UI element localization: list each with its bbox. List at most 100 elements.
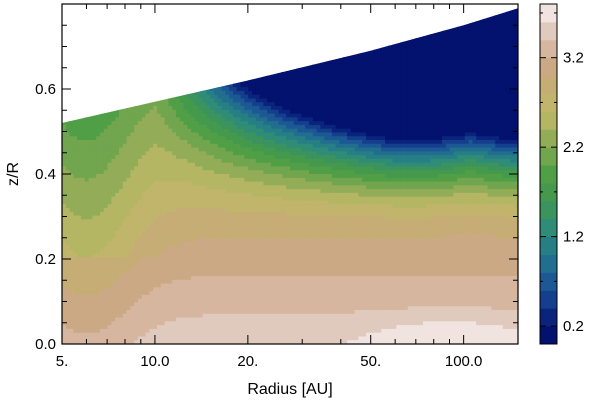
contour-cell xyxy=(160,302,166,307)
contour-cell xyxy=(233,245,238,251)
contour-cell xyxy=(103,264,109,270)
contour-cell xyxy=(214,11,219,16)
contour-cell xyxy=(187,328,192,334)
contour-cell xyxy=(81,68,86,73)
contour-cell xyxy=(236,155,242,160)
contour-cell xyxy=(130,238,135,243)
contour-cell xyxy=(244,242,249,247)
contour-cell xyxy=(81,117,86,122)
contour-cell xyxy=(267,196,272,202)
contour-cell xyxy=(62,238,67,243)
contour-cell xyxy=(210,83,215,88)
contour-cell xyxy=(160,136,166,141)
contour-cell xyxy=(255,238,261,243)
contour-cell xyxy=(103,117,109,122)
contour-cell xyxy=(233,94,238,100)
contour-cell xyxy=(240,257,245,262)
contour-cell xyxy=(92,223,97,228)
contour-cell xyxy=(160,200,166,205)
contour-cell xyxy=(62,72,67,77)
contour-cell xyxy=(255,196,261,202)
contour-cell xyxy=(229,19,234,24)
contour-cell xyxy=(183,117,188,122)
contour-cell xyxy=(267,162,272,168)
contour-cell xyxy=(134,60,139,66)
contour-cell xyxy=(271,87,276,92)
contour-cell xyxy=(153,257,158,262)
contour-cell xyxy=(176,60,181,66)
contour-cell xyxy=(62,38,67,43)
contour-cell xyxy=(130,279,135,285)
contour-cell xyxy=(119,174,124,179)
contour-cell xyxy=(240,174,245,179)
contour-cell xyxy=(69,102,74,107)
contour-cell xyxy=(107,185,112,190)
contour-cell xyxy=(96,22,101,28)
contour-cell xyxy=(157,279,162,285)
contour-cell xyxy=(92,204,97,209)
contour-cell xyxy=(157,238,162,243)
contour-cell xyxy=(138,332,143,338)
contour-cell xyxy=(115,170,120,175)
contour-cell xyxy=(202,64,207,69)
contour-cell xyxy=(176,8,181,9)
contour-cell xyxy=(252,53,257,58)
contour-cell xyxy=(240,15,245,20)
contour-cell xyxy=(233,257,238,262)
contour-cell xyxy=(259,109,264,115)
contour-cell xyxy=(134,102,139,107)
contour-cell xyxy=(263,64,268,69)
contour-cell xyxy=(259,260,264,266)
contour-cell xyxy=(126,79,131,84)
contour-cell xyxy=(252,166,257,171)
contour-cell xyxy=(92,276,97,281)
contour-cell xyxy=(73,223,78,228)
contour-cell xyxy=(183,90,188,96)
contour-cell xyxy=(183,8,188,13)
contour-cell xyxy=(62,189,67,194)
contour-cell xyxy=(206,64,211,69)
contour-cell xyxy=(259,264,264,270)
contour-cell xyxy=(244,83,249,88)
contour-cell xyxy=(77,109,82,115)
contour-cell xyxy=(225,189,230,194)
contour-cell xyxy=(172,287,177,292)
contour-cell xyxy=(100,136,105,141)
contour-cell xyxy=(229,340,234,344)
contour-cell xyxy=(138,106,143,111)
contour-cell xyxy=(111,56,116,62)
contour-cell xyxy=(122,155,128,160)
contour-cell xyxy=(92,22,97,28)
plot-area xyxy=(62,8,518,344)
contour-cell xyxy=(225,53,230,58)
contour-cell xyxy=(195,313,200,319)
contour-cell xyxy=(168,234,173,239)
contour-cell xyxy=(179,83,185,88)
contour-cell xyxy=(149,117,154,122)
contour-cell xyxy=(103,260,109,266)
contour-cell xyxy=(157,181,162,186)
contour-cell xyxy=(267,94,272,100)
contour-cell xyxy=(202,34,207,39)
contour-cell xyxy=(233,83,238,88)
contour-cell xyxy=(176,94,181,100)
contour-cell xyxy=(176,8,181,13)
contour-cell xyxy=(233,117,238,122)
contour-cell xyxy=(255,102,261,107)
contour-cell xyxy=(126,136,131,141)
contour-cell xyxy=(88,26,93,32)
contour-cell xyxy=(236,162,242,168)
contour-cell xyxy=(202,321,207,326)
contour-cell xyxy=(221,11,226,16)
contour-cell xyxy=(191,147,196,152)
contour-cell xyxy=(179,109,185,115)
contour-cell xyxy=(198,181,204,186)
contour-cell xyxy=(271,94,276,100)
contour-cell xyxy=(229,283,234,288)
contour-cell xyxy=(240,279,245,285)
contour-cell xyxy=(141,41,147,47)
contour-cell xyxy=(81,313,86,319)
contour-cell xyxy=(92,302,97,307)
contour-cell xyxy=(157,94,162,100)
contour-cell xyxy=(141,170,147,175)
